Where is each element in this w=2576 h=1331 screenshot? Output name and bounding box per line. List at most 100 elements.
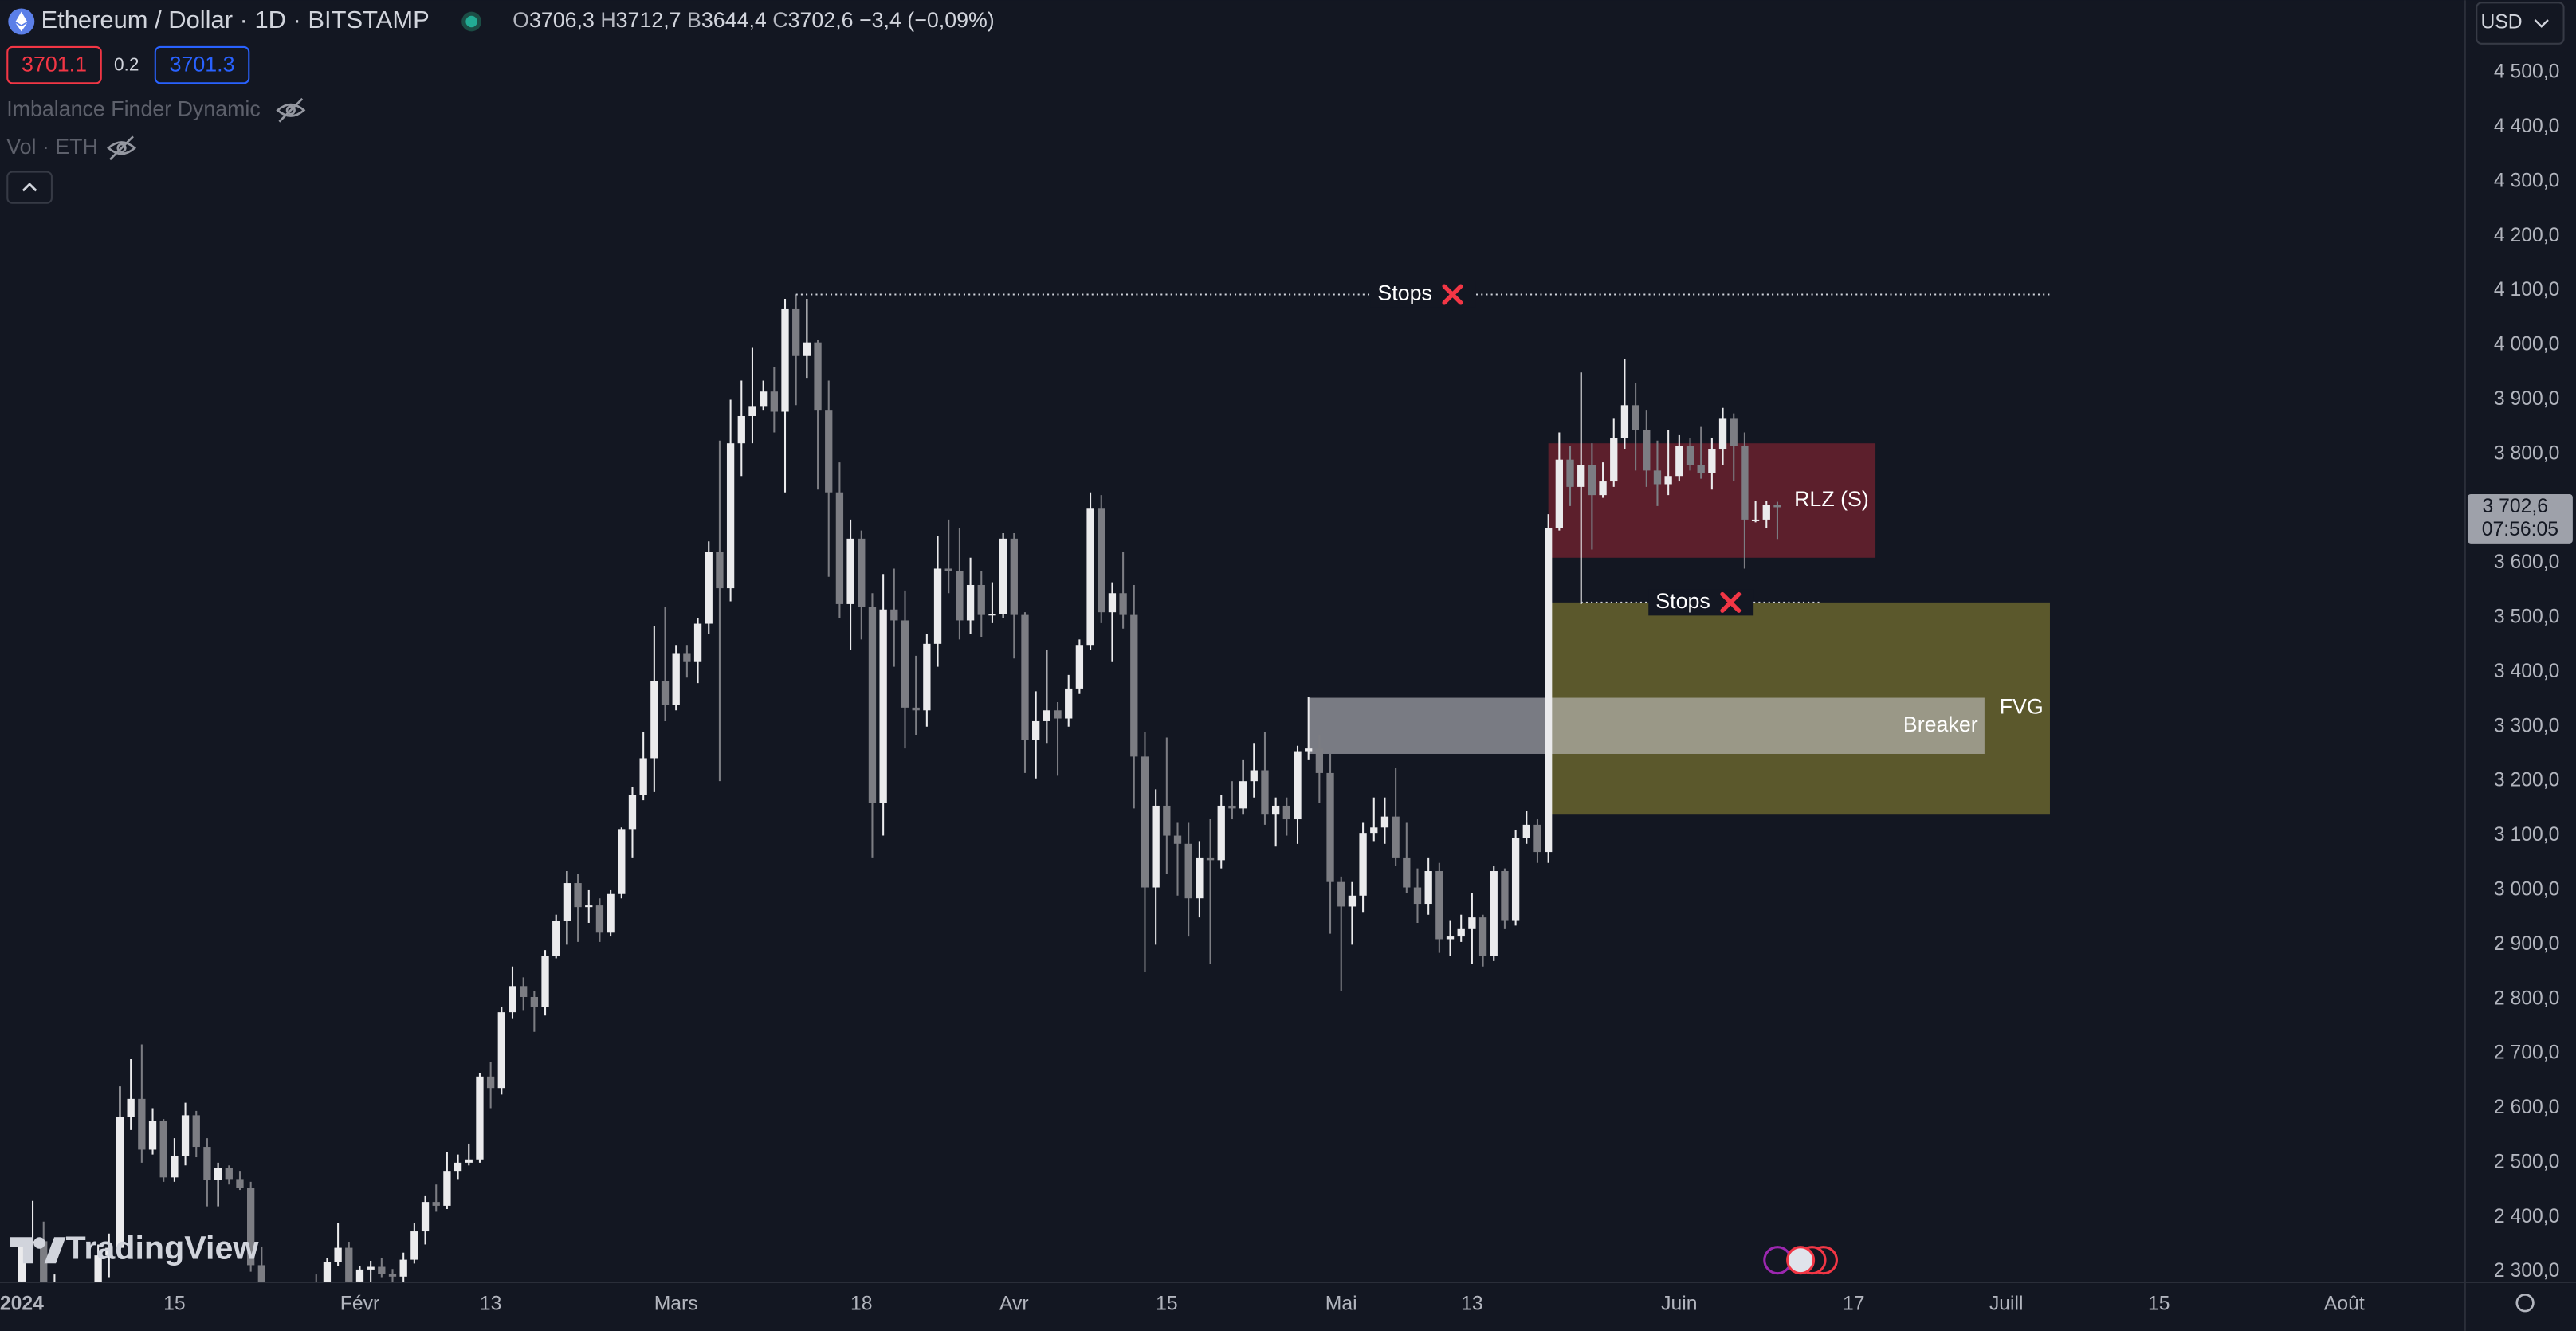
currency[interactable]: USD [2480,12,2522,33]
candle-body [1282,805,1290,820]
y-tick-label: 3 200,0 [2494,770,2559,791]
candle-body [1021,614,1029,740]
zone-label: FVG [2000,695,2044,719]
symbol-title[interactable]: Ethereum / Dollar · 1D · BITSTAMP [41,6,430,33]
candle-body [1675,446,1683,477]
candle-body [846,538,854,604]
indicator-name[interactable]: Vol · ETH [6,135,98,159]
candle-body [1141,756,1149,888]
candle-body [858,538,866,607]
bid-price[interactable]: 3701.1 [22,53,87,77]
candle-body [1206,857,1215,861]
candle-body [454,1162,462,1172]
countdown: 07:56:05 [2482,519,2558,540]
ohlc-value: 3702,6 [788,8,854,32]
symbol-icon-glyph [15,11,28,32]
candle-body [944,568,952,571]
candle-body [574,883,582,908]
candle-body [1468,917,1476,929]
candle-body [759,391,768,407]
y-tick-label: 2 900,0 [2494,933,2559,955]
candle-body [1457,928,1465,937]
candle-body [1511,838,1520,921]
collapse-button[interactable] [6,171,53,204]
candle-body [661,681,670,705]
candle-body [497,1012,505,1089]
ohlc-value: 3644,4 [701,8,767,32]
candle-body [868,607,877,803]
y-tick-label: 4 300,0 [2494,170,2559,191]
buy-button[interactable] [154,45,250,84]
candle-body [563,883,571,921]
candle-body [1686,446,1694,465]
candle-body [595,905,604,933]
ask-price[interactable]: 3701.3 [170,53,235,77]
level-label-bg [1648,589,1754,616]
candle-body [618,829,626,894]
candle-body [171,1156,179,1178]
hidden-icon[interactable] [276,97,306,123]
candle-body [781,308,789,412]
candle-body [138,1098,146,1150]
settings-icon[interactable] [2515,1294,2535,1313]
candle-body [1522,824,1530,838]
currency-button[interactable] [2476,2,2565,45]
hidden-icon[interactable] [107,135,137,161]
candle-body [323,1262,332,1282]
x-tick-label: 2024 [0,1293,44,1314]
candle-body [443,1171,451,1206]
candle-body [40,1241,48,1282]
candle-body [1010,538,1018,615]
candle-body [1403,857,1411,888]
indicator-name[interactable]: Imbalance Finder Dynamic [6,96,261,120]
ohlc-key: H [600,8,615,32]
y-tick-label: 4 500,0 [2494,61,2559,83]
x-tick-label: 13 [480,1293,502,1314]
y-tick-label: 3 900,0 [2494,388,2559,410]
candle-body [432,1202,440,1206]
candle-body [1043,710,1050,721]
candle-body [127,1098,135,1117]
candle-body [1075,645,1084,689]
sell-button[interactable] [6,45,102,84]
candle-body [1315,748,1324,773]
candle-body [541,956,549,1007]
ohlc-value: 3706,3 [529,8,595,32]
x-tick-label: Avr [999,1293,1029,1314]
event-icons[interactable] [1763,1246,1838,1275]
y-tick-label: 2 800,0 [2494,987,2559,1009]
candle-body [1424,871,1432,905]
candle-body [628,795,637,830]
candle-body [1098,508,1105,613]
candle-body [1545,528,1553,853]
candle-body [585,905,593,908]
y-tick-label: 4 100,0 [2494,279,2559,300]
candle-body [726,443,735,589]
candle-body [1359,833,1367,896]
ohlc-value: 3712,7 [616,8,681,32]
candle-body [1337,881,1345,907]
spread: 0.2 [114,54,139,75]
zone [1308,697,1985,754]
candle-body [399,1259,407,1277]
candle-body [966,584,975,621]
candle-body [1577,465,1585,487]
candle-body [1664,476,1672,485]
y-tick-label: 2 300,0 [2494,1260,2559,1282]
ohlc-key: B [687,8,701,32]
y-tick-label: 2 400,0 [2494,1206,2559,1227]
x-tick-label: 13 [1461,1293,1483,1314]
candle-body [225,1168,233,1180]
candle-body [1152,805,1160,888]
y-tick-label: 4 000,0 [2494,334,2559,355]
candle-body [1653,470,1662,485]
candle-body [1163,805,1171,836]
market-status-dot [465,15,477,28]
candle-body [181,1115,190,1156]
candle-body [148,1121,157,1150]
candle-body [770,391,778,412]
candle-body [509,986,516,1013]
y-tick-label: 2 600,0 [2494,1097,2559,1118]
candle-body [705,552,713,624]
